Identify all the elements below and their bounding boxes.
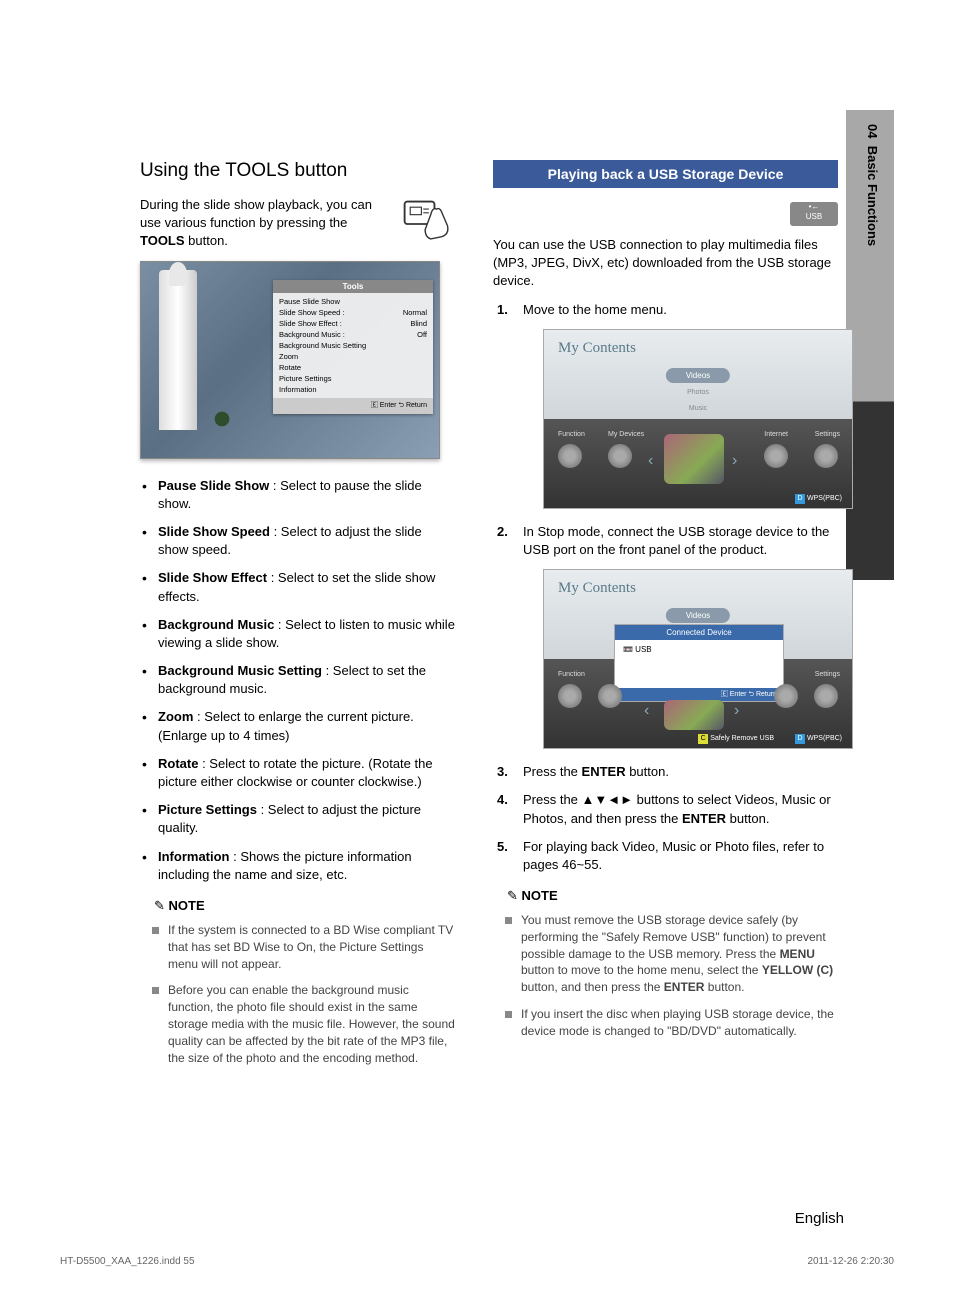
note-list: If the system is connected to a BD Wise … bbox=[140, 922, 455, 1066]
tv-screenshot: Tools Pause Slide ShowSlide Show Speed :… bbox=[140, 261, 440, 459]
bullet-item: Background Music : Select to listen to m… bbox=[154, 616, 455, 652]
language-label: English bbox=[795, 1210, 844, 1227]
page-footer: HT-D5500_XAA_1226.indd 55 2011-12-26 2:2… bbox=[60, 1256, 894, 1267]
tools-menu-row: Pause Slide Show bbox=[279, 296, 427, 307]
tools-menu-row: Zoom bbox=[279, 351, 427, 362]
note-item: If the system is connected to a BD Wise … bbox=[168, 922, 455, 972]
function-icon bbox=[558, 684, 582, 708]
note-item: If you insert the disc when playing USB … bbox=[521, 1006, 838, 1040]
connected-device-dropdown: Connected Device 📼 USB 🄴 Enter ⮌ Return bbox=[614, 624, 784, 702]
ui2-wps: DWPS(PBC) bbox=[795, 734, 842, 744]
bullet-item: Zoom : Select to enlarge the current pic… bbox=[154, 708, 455, 744]
minaret-graphic bbox=[159, 270, 197, 430]
left-column: Using the TOOLS button During the slide … bbox=[140, 160, 455, 1076]
ui1-mydevices-label: My Devices bbox=[608, 430, 644, 440]
my-contents-screenshot-2: My Contents Videos Connected Device 📼 US… bbox=[543, 569, 853, 749]
page: Using the TOOLS button During the slide … bbox=[0, 0, 954, 1126]
ui1-title: My Contents bbox=[558, 338, 636, 359]
dropdown-body: 📼 USB bbox=[615, 640, 783, 659]
ui1-internet-label: Internet bbox=[764, 430, 788, 440]
note-item: Before you can enable the background mus… bbox=[168, 982, 455, 1066]
tools-bullet-list: Pause Slide Show : Select to pause the s… bbox=[140, 477, 455, 884]
tools-menu-footer: 🄴 Enter ⮌ Return bbox=[273, 398, 433, 414]
step-2: In Stop mode, connect the USB storage de… bbox=[497, 523, 838, 749]
note-heading-right: NOTE bbox=[507, 888, 838, 904]
ui2-settings-label: Settings bbox=[815, 670, 840, 680]
tools-menu-title: Tools bbox=[273, 280, 433, 293]
tools-menu-row: Background Music Setting bbox=[279, 340, 427, 351]
steps-list: Move to the home menu. My Contents Video… bbox=[493, 301, 838, 875]
note-heading: NOTE bbox=[154, 898, 455, 914]
step-4: Press the ▲▼◄► buttons to select Videos,… bbox=[497, 791, 838, 827]
tools-menu-row: Picture Settings bbox=[279, 373, 427, 384]
chevron-right-icon: › bbox=[732, 450, 737, 472]
section-title: Using the TOOLS button bbox=[140, 160, 455, 182]
ui2-title: My Contents bbox=[558, 578, 636, 599]
bullet-item: Information : Shows the picture informat… bbox=[154, 848, 455, 884]
note-list-right: You must remove the USB storage device s… bbox=[493, 912, 838, 1040]
function-icon bbox=[558, 444, 582, 468]
mydevices-icon bbox=[598, 684, 622, 708]
settings-icon bbox=[814, 444, 838, 468]
ui2-function-label: Function bbox=[558, 670, 585, 680]
step-1: Move to the home menu. My Contents Video… bbox=[497, 301, 838, 509]
tools-menu-row: Rotate bbox=[279, 362, 427, 373]
bullet-item: Slide Show Effect : Select to set the sl… bbox=[154, 569, 455, 605]
usb-badge: USB bbox=[790, 202, 838, 226]
ui2-pill: Videos bbox=[666, 608, 730, 623]
tools-menu-row: Slide Show Effect :Blind bbox=[279, 318, 427, 329]
step-5: For playing back Video, Music or Photo f… bbox=[497, 838, 838, 874]
tools-menu-row: Slide Show Speed :Normal bbox=[279, 307, 427, 318]
ui2-safely-remove: CSafely Remove USB bbox=[698, 734, 774, 744]
ui1-footer-badge: DWPS(PBC) bbox=[795, 494, 842, 504]
usb-intro: You can use the USB connection to play m… bbox=[493, 236, 838, 291]
ui1-function-label: Function bbox=[558, 430, 585, 440]
bullet-item: Rotate : Select to rotate the picture. (… bbox=[154, 755, 455, 791]
content-icon bbox=[664, 434, 724, 484]
ui1-pill: Videos bbox=[666, 368, 730, 383]
right-column: Playing back a USB Storage Device USB Yo… bbox=[493, 160, 838, 1076]
note-item: You must remove the USB storage device s… bbox=[521, 912, 838, 996]
bullet-item: Picture Settings : Select to adjust the … bbox=[154, 801, 455, 837]
dropdown-head: Connected Device bbox=[615, 625, 783, 640]
my-contents-screenshot-1: My Contents Videos Photos Music Function… bbox=[543, 329, 853, 509]
tools-menu-row: Information bbox=[279, 384, 427, 395]
bullet-item: Background Music Setting : Select to set… bbox=[154, 662, 455, 698]
settings-icon bbox=[814, 684, 838, 708]
bullet-item: Pause Slide Show : Select to pause the s… bbox=[154, 477, 455, 513]
chevron-left-icon: ‹ bbox=[644, 700, 649, 722]
step-3: Press the ENTER button. bbox=[497, 763, 838, 781]
bullet-item: Slide Show Speed : Select to adjust the … bbox=[154, 523, 455, 559]
tools-hand-icon bbox=[399, 196, 455, 252]
internet-icon bbox=[764, 444, 788, 468]
tools-menu-row: Background Music :Off bbox=[279, 329, 427, 340]
ui1-music-label: Music bbox=[689, 404, 707, 414]
mydevices-icon bbox=[608, 444, 632, 468]
internet-icon bbox=[774, 684, 798, 708]
footer-date: 2011-12-26 2:20:30 bbox=[807, 1256, 894, 1267]
footer-file: HT-D5500_XAA_1226.indd 55 bbox=[60, 1256, 195, 1267]
ui1-settings-label: Settings bbox=[815, 430, 840, 440]
chevron-left-icon: ‹ bbox=[648, 450, 653, 472]
tree-graphic bbox=[205, 402, 239, 436]
ui1-photos-label: Photos bbox=[687, 388, 709, 398]
tools-menu: Tools Pause Slide ShowSlide Show Speed :… bbox=[273, 280, 433, 414]
chevron-right-icon: › bbox=[734, 700, 739, 722]
blue-header: Playing back a USB Storage Device bbox=[493, 160, 838, 188]
content-icon bbox=[664, 700, 724, 730]
